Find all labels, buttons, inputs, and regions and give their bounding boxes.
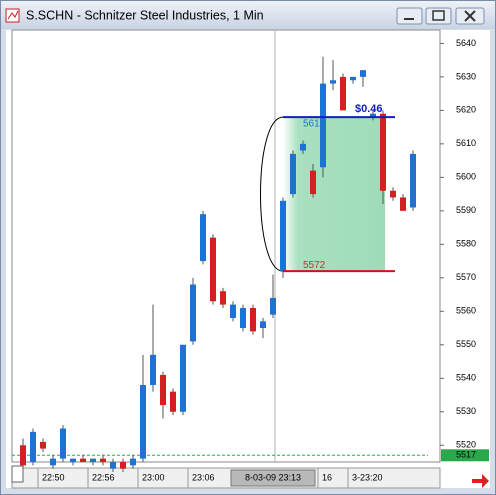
candle-body [190, 284, 196, 342]
candle-body [370, 113, 376, 118]
candle-body [380, 113, 386, 191]
y-tick-label: 5630 [456, 71, 476, 81]
candle-body [220, 291, 226, 305]
candle-body [260, 321, 266, 329]
close-glyph [464, 10, 476, 22]
measure-zone [283, 117, 385, 272]
app-icon-glyph [7, 10, 19, 20]
x-tick-label: 3-23:20 [352, 472, 383, 482]
crosshair-time-box [230, 469, 316, 487]
candle-body [360, 70, 366, 77]
scroll-arrow[interactable] [472, 474, 489, 488]
candle-body [400, 197, 406, 211]
last-price-box [441, 449, 489, 462]
measure-change-label: $0.46 [355, 103, 383, 115]
candle-body [390, 190, 396, 198]
window-buttons[interactable] [396, 7, 485, 25]
candle-body [180, 344, 186, 412]
app-icon [5, 8, 20, 23]
measure-bottom-label: 5572 [303, 260, 326, 271]
candle-body [210, 237, 216, 302]
candle-body [130, 458, 136, 466]
candle-body [70, 458, 76, 462]
candle-body [120, 462, 126, 469]
candle-body [200, 214, 206, 262]
candle-body [240, 307, 246, 329]
candle-body [280, 200, 286, 272]
candle-body [30, 431, 36, 462]
measure-top-label: 5618 [303, 119, 326, 130]
candle-body [330, 80, 336, 84]
x-tick-label: 23:06 [192, 472, 215, 482]
candle-body [320, 83, 326, 168]
candle-body [100, 458, 106, 462]
candle-body [250, 307, 256, 332]
y-tick-label: 5590 [456, 205, 476, 215]
scroll-box[interactable] [11, 465, 24, 483]
candle-body [40, 441, 46, 449]
y-tick-label: 5560 [456, 306, 476, 316]
y-tick-label: 5570 [456, 272, 476, 282]
y-tick-label: 5580 [456, 239, 476, 249]
measure-arc [260, 116, 284, 272]
candle-body [340, 76, 346, 111]
candle-body [90, 458, 96, 462]
x-tick-label: 23:00 [142, 472, 165, 482]
y-tick-label: 5600 [456, 172, 476, 182]
y-tick-label: 5520 [456, 440, 476, 450]
candle-body [150, 354, 156, 385]
x-tick-label: 22:50 [42, 472, 65, 482]
maximize-glyph [432, 10, 445, 21]
candle-body [410, 153, 416, 208]
y-tick-label: 5640 [456, 38, 476, 48]
y-tick-label: 5540 [456, 373, 476, 383]
y-tick-label: 5620 [456, 105, 476, 115]
candle-body [110, 462, 116, 469]
window-title: S.SCHN - Schnitzer Steel Industries, 1 M… [26, 8, 264, 22]
candle-body [20, 445, 26, 466]
candle-body [230, 304, 236, 318]
candle-body [140, 384, 146, 459]
candle-body [50, 458, 56, 466]
last-price-label: 5517 [456, 450, 476, 460]
candle-body [350, 76, 356, 81]
candle-body [290, 153, 296, 195]
y-tick-label: 5550 [456, 339, 476, 349]
candle-body [310, 170, 316, 195]
x-tick-label: 22:56 [92, 472, 115, 482]
candle-body [270, 297, 276, 315]
candle-body [80, 458, 86, 462]
candle-body [160, 374, 166, 406]
y-tick-label: 5530 [456, 406, 476, 416]
candle-body [300, 143, 306, 151]
x-tick-label: 16 [322, 472, 332, 482]
minimize-button[interactable] [396, 7, 423, 25]
candle-body [60, 428, 66, 459]
crosshair-time-label: 8-03-09 23:13 [245, 472, 301, 482]
candle-body [170, 391, 176, 412]
y-tick-label: 5610 [456, 138, 476, 148]
